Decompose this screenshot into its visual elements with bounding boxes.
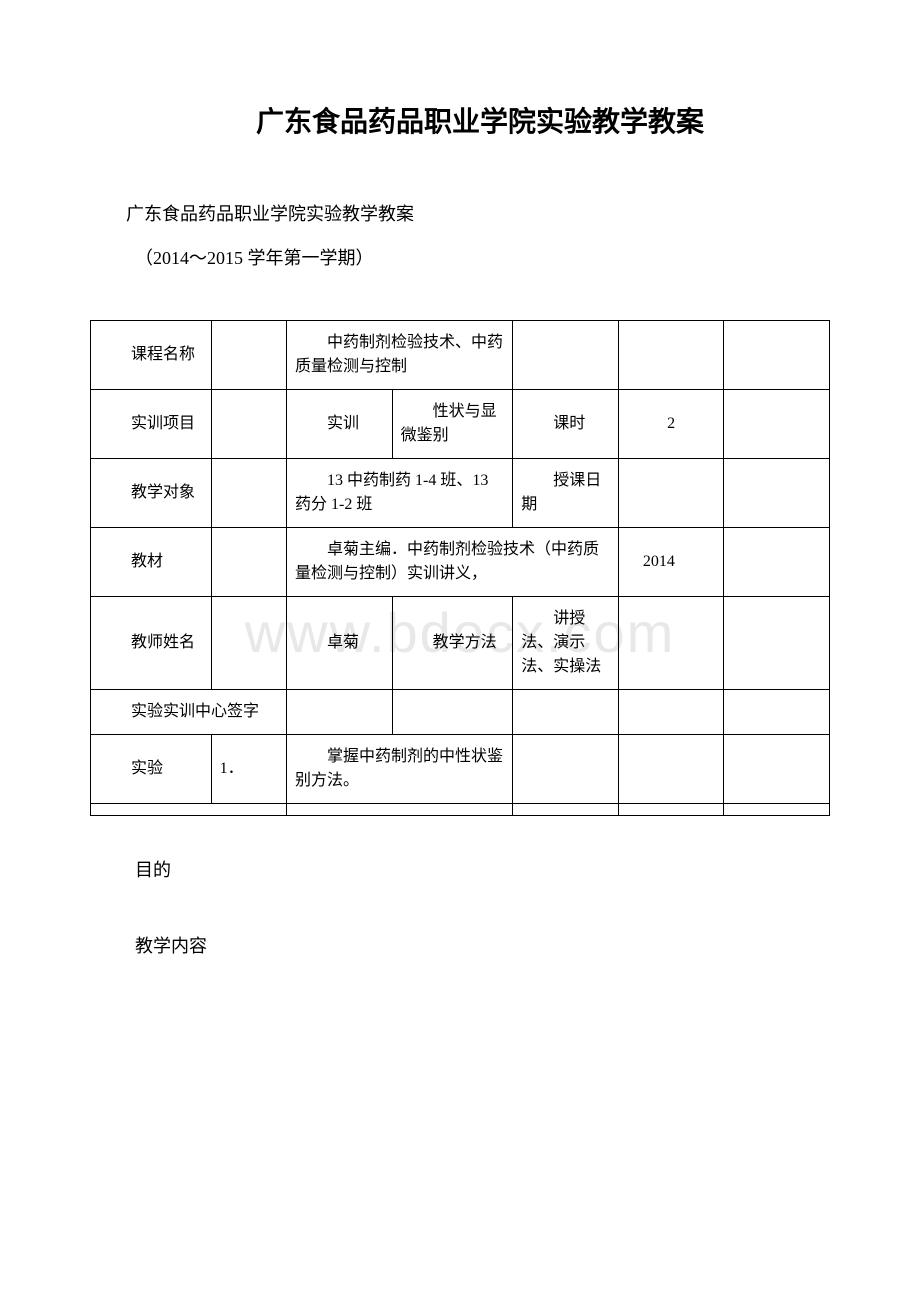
table-row	[91, 804, 830, 816]
training-project-label: 实训项目	[91, 390, 212, 459]
class-hours-value: 2	[618, 390, 724, 459]
table-cell	[513, 804, 619, 816]
experiment-label: 实验	[91, 735, 212, 804]
teacher-name-value: 卓菊	[287, 597, 393, 690]
table-cell	[287, 690, 393, 735]
semester-text: （2014～2015 学年第一学期）	[90, 244, 830, 270]
table-cell	[211, 321, 286, 390]
table-cell	[618, 321, 724, 390]
textbook-value: 卓菊主编．中药制剂检验技术（中药质量检测与控制）实训讲义，	[287, 528, 619, 597]
teaching-date-label: 授课日期	[513, 459, 619, 528]
table-row: 实验实训中心签字	[91, 690, 830, 735]
lesson-plan-table: 课程名称 中药制剂检验技术、中药质量检测与控制 实训项目 实训 性状与显微鉴别 …	[90, 320, 830, 816]
table-cell	[91, 804, 287, 816]
table-row: 实训项目 实训 性状与显微鉴别 课时 2	[91, 390, 830, 459]
training-label: 实训	[287, 390, 393, 459]
teaching-method-label: 教学方法	[392, 597, 513, 690]
teacher-name-label: 教师姓名	[91, 597, 212, 690]
purpose-label: 目的	[90, 856, 830, 882]
table-cell	[618, 690, 724, 735]
experiment-number: 1．	[211, 735, 286, 804]
table-cell	[724, 690, 830, 735]
table-cell	[618, 459, 724, 528]
table-cell	[724, 459, 830, 528]
table-row: 教师姓名 卓菊 教学方法 讲授法、演示法、实操法	[91, 597, 830, 690]
table-cell	[724, 321, 830, 390]
table-cell	[724, 735, 830, 804]
table-cell	[618, 735, 724, 804]
table-cell	[211, 528, 286, 597]
table-row: 课程名称 中药制剂检验技术、中药质量检测与控制	[91, 321, 830, 390]
course-name-value: 中药制剂检验技术、中药质量检测与控制	[287, 321, 513, 390]
teaching-object-label: 教学对象	[91, 459, 212, 528]
table-cell	[513, 321, 619, 390]
teaching-object-value: 13 中药制药 1-4 班、13 药分 1-2 班	[287, 459, 513, 528]
table-cell	[211, 459, 286, 528]
subtitle-text: 广东食品药品职业学院实验教学教案	[90, 200, 830, 226]
textbook-label: 教材	[91, 528, 212, 597]
table-cell	[618, 597, 724, 690]
table-cell	[211, 597, 286, 690]
table-cell	[618, 804, 724, 816]
table-cell	[724, 528, 830, 597]
table-cell	[392, 690, 513, 735]
textbook-year: 2014	[618, 528, 724, 597]
table-cell	[513, 735, 619, 804]
table-cell	[211, 390, 286, 459]
page-title: 广东食品药品职业学院实验教学教案	[130, 100, 830, 140]
teaching-content-label: 教学内容	[90, 932, 830, 958]
table-cell	[287, 804, 513, 816]
table-row: 教学对象 13 中药制药 1-4 班、13 药分 1-2 班 授课日期	[91, 459, 830, 528]
table-cell	[513, 690, 619, 735]
class-hours-label: 课时	[513, 390, 619, 459]
training-content: 性状与显微鉴别	[392, 390, 513, 459]
teaching-method-value: 讲授法、演示法、实操法	[513, 597, 619, 690]
table-row: 教材 卓菊主编．中药制剂检验技术（中药质量检测与控制）实训讲义， 2014	[91, 528, 830, 597]
experiment-purpose: 掌握中药制剂的中性状鉴别方法。	[287, 735, 513, 804]
table-cell	[724, 804, 830, 816]
table-cell	[724, 597, 830, 690]
table-cell	[724, 390, 830, 459]
table-row: 实验 1． 掌握中药制剂的中性状鉴别方法。	[91, 735, 830, 804]
training-center-label: 实验实训中心签字	[91, 690, 287, 735]
course-name-label: 课程名称	[91, 321, 212, 390]
